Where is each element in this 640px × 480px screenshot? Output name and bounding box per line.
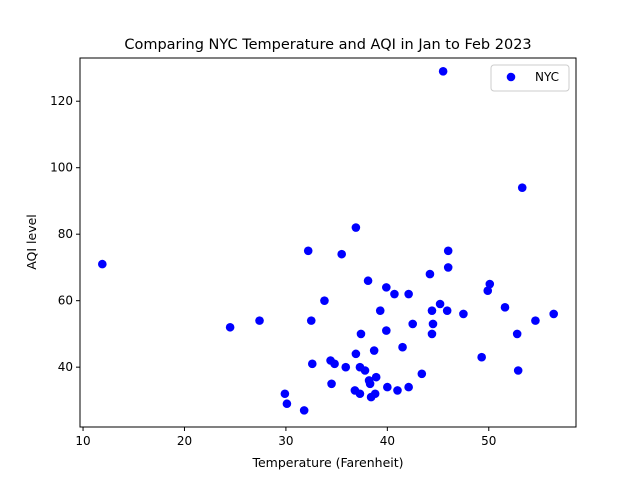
data-point <box>255 316 264 325</box>
data-point <box>303 246 313 256</box>
data-point <box>327 379 336 389</box>
data-point <box>404 289 413 299</box>
data-point <box>438 67 448 76</box>
data-point <box>408 319 418 329</box>
y-tick-label: 120 <box>50 94 73 108</box>
data-point <box>360 366 370 375</box>
data-point <box>341 362 351 372</box>
data-point <box>427 306 437 315</box>
data-point <box>356 329 366 339</box>
legend-box <box>490 64 570 92</box>
data-point <box>390 289 399 299</box>
data-point <box>351 223 361 232</box>
data-point <box>306 316 316 325</box>
data-point <box>369 346 379 355</box>
data-point <box>549 309 558 319</box>
plot-area-frame <box>79 57 577 428</box>
data-point <box>435 299 445 309</box>
data-point <box>443 246 453 256</box>
data-point <box>282 399 292 409</box>
x-tick-label: 30 <box>278 434 293 448</box>
data-point <box>363 276 373 286</box>
data-point <box>513 366 523 375</box>
data-point <box>428 319 438 329</box>
data-point <box>355 389 365 399</box>
legend-entry-nyc: NYC <box>535 70 559 84</box>
y-tick-label: 100 <box>50 161 73 175</box>
legend-marker <box>506 72 516 82</box>
data-point <box>485 279 495 289</box>
data-point <box>370 389 380 399</box>
data-point <box>531 316 540 325</box>
data-point <box>375 306 385 315</box>
data-point <box>280 389 290 399</box>
y-tick-label: 80 <box>58 227 73 241</box>
data-point <box>477 352 486 362</box>
data-point <box>427 329 437 339</box>
data-point <box>417 369 427 379</box>
data-point <box>337 249 346 259</box>
data-point <box>404 382 413 392</box>
data-point <box>393 386 402 395</box>
data-point <box>365 379 375 389</box>
x-tick-label: 10 <box>75 434 90 448</box>
data-point <box>320 296 329 305</box>
y-tick-label: 60 <box>58 294 73 308</box>
data-point <box>398 342 407 352</box>
data-point <box>307 359 317 369</box>
data-point <box>330 359 339 369</box>
data-point <box>382 283 391 292</box>
chart-title: Comparing NYC Temperature and AQI in Jan… <box>124 37 531 53</box>
data-point <box>425 269 435 279</box>
data-point <box>299 406 309 415</box>
data-point <box>500 303 510 312</box>
x-axis-label: Temperature (Farenheit) <box>251 455 403 470</box>
y-axis-label: AQI level <box>24 214 39 270</box>
data-point <box>351 349 361 359</box>
data-point <box>98 259 107 269</box>
data-point <box>459 309 468 319</box>
points-layer <box>98 67 558 415</box>
legend: NYC <box>490 64 570 92</box>
data-point <box>517 183 527 192</box>
data-point <box>382 326 391 335</box>
data-point <box>371 372 381 382</box>
x-tick-label: 50 <box>481 434 496 448</box>
data-point <box>442 306 452 315</box>
data-point <box>225 322 235 332</box>
data-point <box>512 329 522 339</box>
data-point <box>483 286 493 296</box>
data-point <box>383 382 392 392</box>
data-point <box>443 263 453 272</box>
x-tick-label: 20 <box>177 434 192 448</box>
ticks-layer: 10 20 30 40 50 40 60 80 100 120 <box>50 94 496 448</box>
x-tick-label: 40 <box>380 434 395 448</box>
y-tick-label: 40 <box>58 360 73 374</box>
